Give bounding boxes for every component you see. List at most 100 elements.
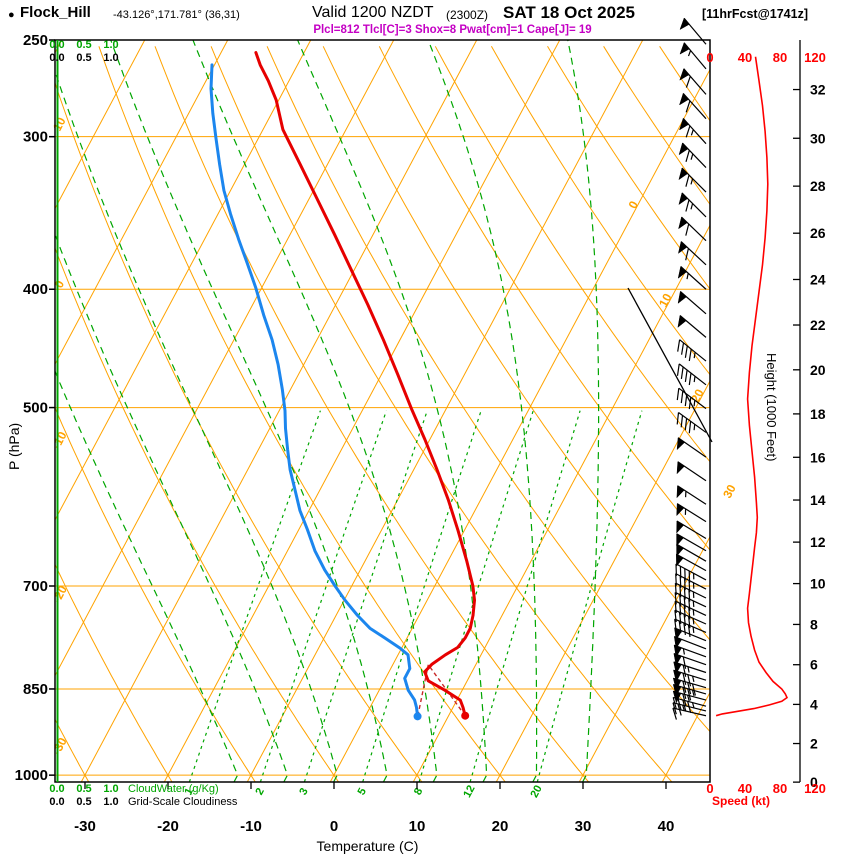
station-name: Flock_Hill [20,4,91,21]
valid-date: SAT 18 Oct 2025 [503,3,635,22]
dry-adiabat-line [490,46,710,376]
isotherm-line [246,40,644,782]
speed-tick-label-bottom: 40 [738,781,752,796]
dry-adiabat-label: 0 [52,278,68,291]
moist-adiabat-line [55,233,289,782]
height-tick-label: 24 [810,271,826,287]
wind-barb-flag [678,142,689,156]
mixing-ratio-label: 3 [297,786,310,797]
speed-tick-label-bottom: 0 [706,781,713,796]
mixing-ratio-line [303,410,428,782]
cloudwater-scale-top-1: 0.5 [76,39,92,51]
wind-barb-flag [679,68,690,81]
diagonal-reference-line [627,287,713,443]
cloudiness-scale-top-0: 0.0 [49,52,65,64]
wind-barb-flag [673,669,682,683]
wind-barb-flag [678,241,688,254]
isotherm-line [55,40,395,677]
dry-adiabat-line [55,81,423,782]
wind-barb-flag [676,543,684,557]
mixing-ratio-label: 5 [356,786,369,797]
wind-barb-flag [676,533,684,547]
cloudwater-scale-bottom-0: 0.0 [49,783,65,795]
height-tick-label: 18 [810,406,826,422]
height-tick-label: 32 [810,82,826,98]
wind-barb-flag [672,677,682,691]
isotherm-line [745,40,850,782]
isotherm-label: 0 [626,198,642,211]
height-tick-label: 20 [810,362,826,378]
wind-barb [674,618,707,637]
speed-tick-label-bottom: 80 [773,781,787,796]
cloudiness-scale-top-2: 1.0 [103,52,119,64]
cloudiness-scale-bottom-0: 0.0 [49,796,65,808]
speed-tick-label-top: 40 [738,50,752,65]
dry-adiabat-line [0,46,5,782]
height-tick-label: 14 [810,492,826,508]
wind-barb [676,363,707,386]
cloudwater-scale-bottom-2: 1.0 [103,783,119,795]
wind-barbs [672,17,707,720]
cloudwater-scale-top-2: 1.0 [103,39,119,51]
height-axis-title: Height (1000 Feet) [764,353,779,462]
temperature-axis: -30 -20 -10 0 10 20 30 40 [74,782,674,835]
cloudiness-scale-bottom-2: 1.0 [103,796,119,808]
moist-adiabat-line [110,40,388,782]
temp-tick-label: 10 [409,818,426,835]
isotherm-label: 20 [688,386,707,405]
isotherm-line [828,40,850,782]
dry-adiabat-line [266,46,710,733]
dry-adiabat-line [716,46,850,782]
mixing-ratio-line [469,410,581,782]
wind-barb-flag [676,437,686,451]
height-tick-label: 28 [810,178,826,194]
temp-tick-label: 0 [330,818,338,835]
wind-barb-flag [677,266,688,279]
valid-time-utc: (2300Z) [446,8,489,22]
wind-barb-flag [676,520,685,534]
sounding-indices: Plcl=812 Tlcl[C]=3 Shox=8 Pwat[cm]=1 Cap… [313,24,592,36]
height-tick-label: 10 [810,576,826,592]
speed-tick-label-top: 120 [804,50,826,65]
wind-barb [676,387,707,410]
speed-axis-title: Speed (kt) [712,794,771,808]
isotherm-line [495,379,710,782]
moist-adiabat-line [567,40,600,782]
pressure-tick-label: 1000 [15,767,48,784]
wind-barb [673,684,707,701]
pressure-tick-label: 700 [23,578,48,595]
wind-barb-flag [679,42,690,55]
isotherm-line [329,68,710,782]
pressure-tick-label: 250 [23,32,48,49]
speed-tick-label-top: 0 [706,50,713,65]
wind-barb [675,573,707,593]
surface-temp-dot [461,711,470,720]
cloudwater-scale-bottom-1: 0.5 [76,783,92,795]
temperature-axis-title: Temperature (C) [316,838,419,854]
dewpoint-curve [209,63,420,718]
pressure-tick-label: 300 [23,129,48,146]
isotherm-line [80,40,478,782]
temp-tick-label: 20 [492,818,509,835]
dry-adiabat-line [322,46,710,641]
speed-tick-label-top: 80 [773,50,787,65]
height-tick-label: 16 [810,449,826,465]
dry-adiabat-line [828,46,850,782]
moist-adiabat-line [427,40,538,782]
isotherm-line [412,224,710,782]
temp-tick-label: 40 [658,818,675,835]
mixing-ratio-label: 1 [182,786,195,797]
pressure-axis: 250 300 400 500 700 850 1000 [15,32,55,784]
wind-barb-flag [679,92,689,106]
speed-tick-label-bottom: 120 [804,781,826,796]
temp-tick-label: -10 [240,818,262,835]
cloudwater-scale-top-0: 0.0 [49,39,65,51]
wind-barb-flag [679,17,690,31]
isotherm-line [163,40,561,782]
wind-barb [676,412,707,434]
height-tick-label: 22 [810,317,826,333]
isotherm-label: 30 [720,482,739,501]
isotherm-line [55,40,229,366]
